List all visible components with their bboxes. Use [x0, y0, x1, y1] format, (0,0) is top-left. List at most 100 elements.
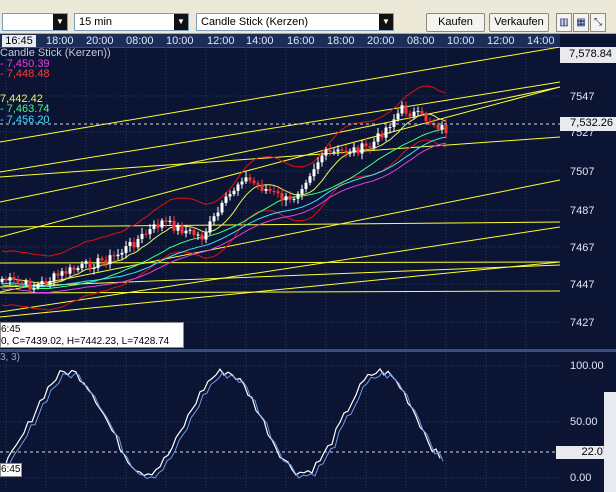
legend-value: 7,463.74: [6, 103, 50, 115]
candle-body: [60, 271, 64, 276]
time-tick: 12:00: [487, 35, 515, 47]
candle-body: [156, 224, 160, 228]
candle-body: [200, 234, 204, 240]
legend-line: - 7,448.48: [0, 68, 50, 80]
time-tick: 18:00: [327, 35, 355, 47]
oscillator-cursor-label: 22.07: [556, 446, 612, 459]
candle-body: [320, 155, 324, 163]
legend-line: 7,442.42: [0, 93, 111, 104]
candle-body: [128, 242, 132, 247]
candle-body: [24, 280, 28, 285]
layout-icon[interactable]: ▦: [573, 13, 589, 32]
time-tick: 10:00: [447, 35, 475, 47]
legend-value: 7,448.48: [6, 68, 50, 80]
time-tick: 08:00: [126, 35, 154, 47]
price-top-label: 7,578.84: [569, 48, 612, 60]
candle-body: [108, 255, 112, 265]
time-tick: 20:00: [367, 35, 395, 47]
oscillator-d-line: [2, 371, 444, 480]
time-tick: 18:00: [46, 35, 74, 47]
bar-chart-icon[interactable]: ▥: [556, 13, 572, 32]
ohlc-values: 0, C=7439.02, H=7442.23, L=7428.74: [1, 336, 170, 347]
candle-body: [80, 263, 84, 269]
trend-line: [0, 221, 560, 228]
interval-select[interactable]: 15 min ▼: [74, 13, 189, 31]
candle-body: [100, 258, 104, 261]
price-axis-top: 7,578.84: [560, 47, 616, 63]
time-tick: 08:00: [407, 35, 435, 47]
candle-body: [232, 190, 236, 195]
oscillator-chart[interactable]: [0, 352, 560, 492]
candle-body: [300, 189, 304, 194]
candle-body: [244, 177, 248, 182]
candle-body: [180, 225, 184, 234]
legend-line: - 7,456.20: [0, 113, 50, 126]
candle-body: [168, 220, 172, 223]
trend-line: [0, 226, 560, 313]
candle-body: [140, 233, 144, 239]
price-chart[interactable]: [0, 47, 560, 349]
candle-body: [208, 221, 212, 233]
candle-body: [132, 242, 136, 248]
candle-body: [388, 126, 392, 128]
charttype-select[interactable]: Candle Stick (Kerzen) ▼: [196, 13, 394, 31]
candle-body: [412, 111, 416, 117]
candle-body: [92, 267, 96, 269]
trend-line: [0, 81, 560, 173]
time-tick: 10:00: [166, 35, 194, 47]
candle-body: [352, 147, 356, 153]
candle-body: [36, 284, 40, 288]
candle-body: [68, 267, 72, 274]
candle-body: [188, 229, 192, 231]
instrument-select[interactable]: ▼: [2, 13, 68, 31]
candle-body: [360, 143, 364, 154]
candle-body: [184, 230, 188, 234]
candle-body: [440, 124, 444, 130]
legend-line: - 7,450.39: [0, 57, 50, 70]
candle-body: [144, 233, 148, 235]
buy-button[interactable]: Kaufen: [426, 13, 485, 32]
legend-line: - 7,463.74: [0, 103, 50, 115]
moving-average: [1, 113, 447, 285]
sell-button[interactable]: Verkaufen: [489, 13, 549, 32]
candle-body: [348, 152, 352, 154]
candle-body: [436, 124, 440, 130]
candle-body: [28, 280, 32, 290]
moving-average: [1, 136, 447, 288]
candle-body: [172, 220, 176, 231]
oscillator-k-line: [0, 368, 441, 477]
time-tick: 20:00: [86, 35, 114, 47]
candle-body: [164, 220, 168, 223]
candle-body: [444, 124, 448, 134]
scrollbar[interactable]: [604, 392, 616, 492]
candle-body: [364, 143, 368, 147]
resize-icon[interactable]: ⤡: [590, 13, 606, 32]
candle-body: [152, 224, 156, 230]
candle-body: [84, 261, 88, 264]
chevron-down-icon: ▼: [174, 14, 188, 30]
candle-body: [220, 202, 224, 213]
candle-body: [284, 196, 288, 201]
pane-divider[interactable]: [0, 349, 616, 352]
chevron-down-icon: ▼: [379, 14, 393, 30]
indicator-legend: Candle Stick (Kerzen)) - 7,450.39 - 7,44…: [0, 48, 111, 125]
candle-body: [292, 198, 296, 200]
candle-body: [4, 278, 8, 281]
candle-body: [248, 177, 252, 181]
price-label: 7467: [570, 242, 595, 254]
candle-body: [276, 191, 280, 194]
trend-line: [0, 86, 560, 203]
candle-body: [268, 189, 272, 191]
oscillator-time-label: 6:45: [0, 463, 22, 477]
interval-value: 15 min: [79, 16, 113, 28]
candle-body: [64, 271, 68, 274]
candle-body: [224, 196, 228, 203]
candle-body: [328, 149, 332, 152]
candle-body: [408, 113, 412, 117]
osc-label: 100.00: [570, 360, 604, 372]
chart-toolbar: ▼ 15 min ▼ Candle Stick (Kerzen) ▼ Kaufe…: [0, 0, 616, 34]
candle-body: [296, 193, 300, 199]
candle-body: [380, 133, 384, 138]
trend-line: [0, 264, 560, 288]
price-label: 7507: [570, 166, 595, 178]
